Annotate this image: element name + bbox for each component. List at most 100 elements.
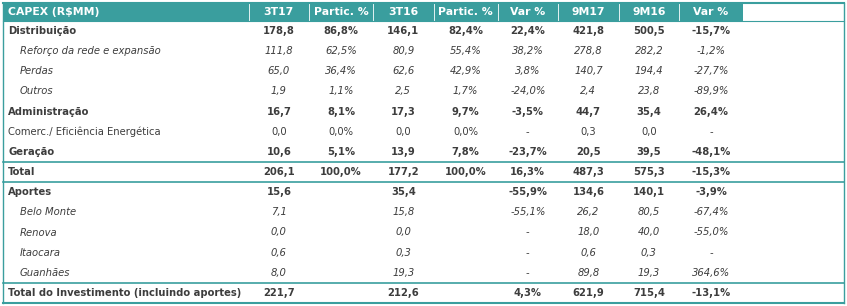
Text: 146,1: 146,1 (387, 26, 419, 36)
Bar (497, 3, 558, 21)
Text: 1,7%: 1,7% (453, 87, 479, 96)
Text: 140,7: 140,7 (574, 66, 603, 76)
Text: 621,9: 621,9 (573, 288, 604, 298)
Text: 0,3: 0,3 (396, 248, 412, 258)
Text: 19,3: 19,3 (638, 268, 660, 278)
Text: -48,1%: -48,1% (691, 147, 731, 157)
Text: 44,7: 44,7 (576, 107, 601, 117)
Text: 4,3%: 4,3% (514, 288, 542, 298)
Text: 212,6: 212,6 (387, 288, 419, 298)
Text: 80,9: 80,9 (392, 46, 414, 56)
Text: 2,4: 2,4 (580, 87, 596, 96)
Bar (3, 202, 844, 222)
Text: 278,8: 278,8 (574, 46, 603, 56)
Text: 221,7: 221,7 (263, 288, 295, 298)
Text: Total do Investimento (incluindo aportes): Total do Investimento (incluindo aportes… (8, 288, 241, 298)
Text: 0,0%: 0,0% (453, 127, 478, 137)
Text: 9M16: 9M16 (632, 7, 666, 17)
Text: 9M17: 9M17 (572, 7, 605, 17)
Text: 9,7%: 9,7% (451, 107, 479, 117)
Text: -: - (526, 227, 529, 237)
Text: -24,0%: -24,0% (510, 87, 545, 96)
Text: 15,6: 15,6 (266, 187, 291, 197)
Bar (3, 283, 844, 303)
Text: -: - (526, 268, 529, 278)
Text: 86,8%: 86,8% (324, 26, 358, 36)
Text: Administração: Administração (8, 107, 90, 117)
Text: Var %: Var % (694, 7, 728, 17)
Text: -3,9%: -3,9% (695, 187, 727, 197)
Text: -55,1%: -55,1% (510, 207, 545, 217)
Bar (3, 263, 844, 283)
Text: Belo Monte: Belo Monte (19, 207, 76, 217)
Text: Guanhães: Guanhães (19, 268, 70, 278)
Text: -67,4%: -67,4% (694, 207, 728, 217)
Text: 13,9: 13,9 (391, 147, 416, 157)
Text: -55,0%: -55,0% (694, 227, 728, 237)
Text: 0,6: 0,6 (271, 248, 287, 258)
Text: 10,6: 10,6 (267, 147, 291, 157)
Bar (434, 3, 497, 21)
Text: Geração: Geração (8, 147, 54, 157)
Text: 16,3%: 16,3% (510, 167, 545, 177)
Bar (309, 3, 373, 21)
Text: Partic. %: Partic. % (438, 7, 493, 17)
Text: 17,3: 17,3 (391, 107, 416, 117)
Text: 22,4%: 22,4% (511, 26, 545, 36)
Text: Distribuição: Distribuição (8, 26, 76, 36)
Text: CAPEX (R$MM): CAPEX (R$MM) (8, 7, 99, 17)
Text: -23,7%: -23,7% (508, 147, 547, 157)
Text: 8,0: 8,0 (271, 268, 287, 278)
Text: 40,0: 40,0 (638, 227, 660, 237)
Text: 0,3: 0,3 (580, 127, 596, 137)
Text: 194,4: 194,4 (634, 66, 663, 76)
Text: 5,1%: 5,1% (327, 147, 355, 157)
Text: 62,6: 62,6 (392, 66, 414, 76)
Text: 100,0%: 100,0% (445, 167, 486, 177)
Text: Reforço da rede e expansão: Reforço da rede e expansão (19, 46, 161, 56)
Text: 36,4%: 36,4% (325, 66, 357, 76)
Bar (373, 3, 434, 21)
Text: 1,9: 1,9 (271, 87, 287, 96)
Text: 3T17: 3T17 (263, 7, 294, 17)
Text: 715,4: 715,4 (633, 288, 665, 298)
Text: 0,3: 0,3 (641, 248, 656, 258)
Text: 0,0: 0,0 (271, 127, 286, 137)
Bar (3, 21, 844, 41)
Text: Aportes: Aportes (8, 187, 53, 197)
Text: Var %: Var % (510, 7, 545, 17)
Bar (248, 3, 309, 21)
Bar (3, 41, 844, 61)
Text: 177,2: 177,2 (388, 167, 419, 177)
Text: 89,8: 89,8 (577, 268, 600, 278)
Text: Partic. %: Partic. % (313, 7, 368, 17)
Text: 282,2: 282,2 (634, 46, 663, 56)
Bar (679, 3, 743, 21)
Bar (3, 81, 844, 102)
Text: 26,4%: 26,4% (694, 107, 728, 117)
Text: 421,8: 421,8 (573, 26, 605, 36)
Bar (3, 102, 844, 122)
Text: -27,7%: -27,7% (694, 66, 728, 76)
Text: -3,5%: -3,5% (512, 107, 544, 117)
Bar (3, 162, 844, 182)
Bar (3, 3, 248, 21)
Text: -15,3%: -15,3% (691, 167, 731, 177)
Text: -15,7%: -15,7% (691, 26, 731, 36)
Text: 8,1%: 8,1% (327, 107, 355, 117)
Text: 0,0: 0,0 (271, 227, 287, 237)
Text: 575,3: 575,3 (633, 167, 665, 177)
Text: -1,2%: -1,2% (696, 46, 726, 56)
Text: 0,6: 0,6 (580, 248, 596, 258)
Text: 364,6%: 364,6% (692, 268, 730, 278)
Text: 178,8: 178,8 (263, 26, 295, 36)
Text: 0,0: 0,0 (396, 227, 412, 237)
Bar (3, 182, 844, 202)
Text: 3,8%: 3,8% (515, 66, 540, 76)
Bar (558, 3, 618, 21)
Text: -13,1%: -13,1% (691, 288, 731, 298)
Text: 0,0: 0,0 (396, 127, 411, 137)
Text: 7,8%: 7,8% (451, 147, 479, 157)
Bar (3, 122, 844, 142)
Text: 15,8: 15,8 (392, 207, 414, 217)
